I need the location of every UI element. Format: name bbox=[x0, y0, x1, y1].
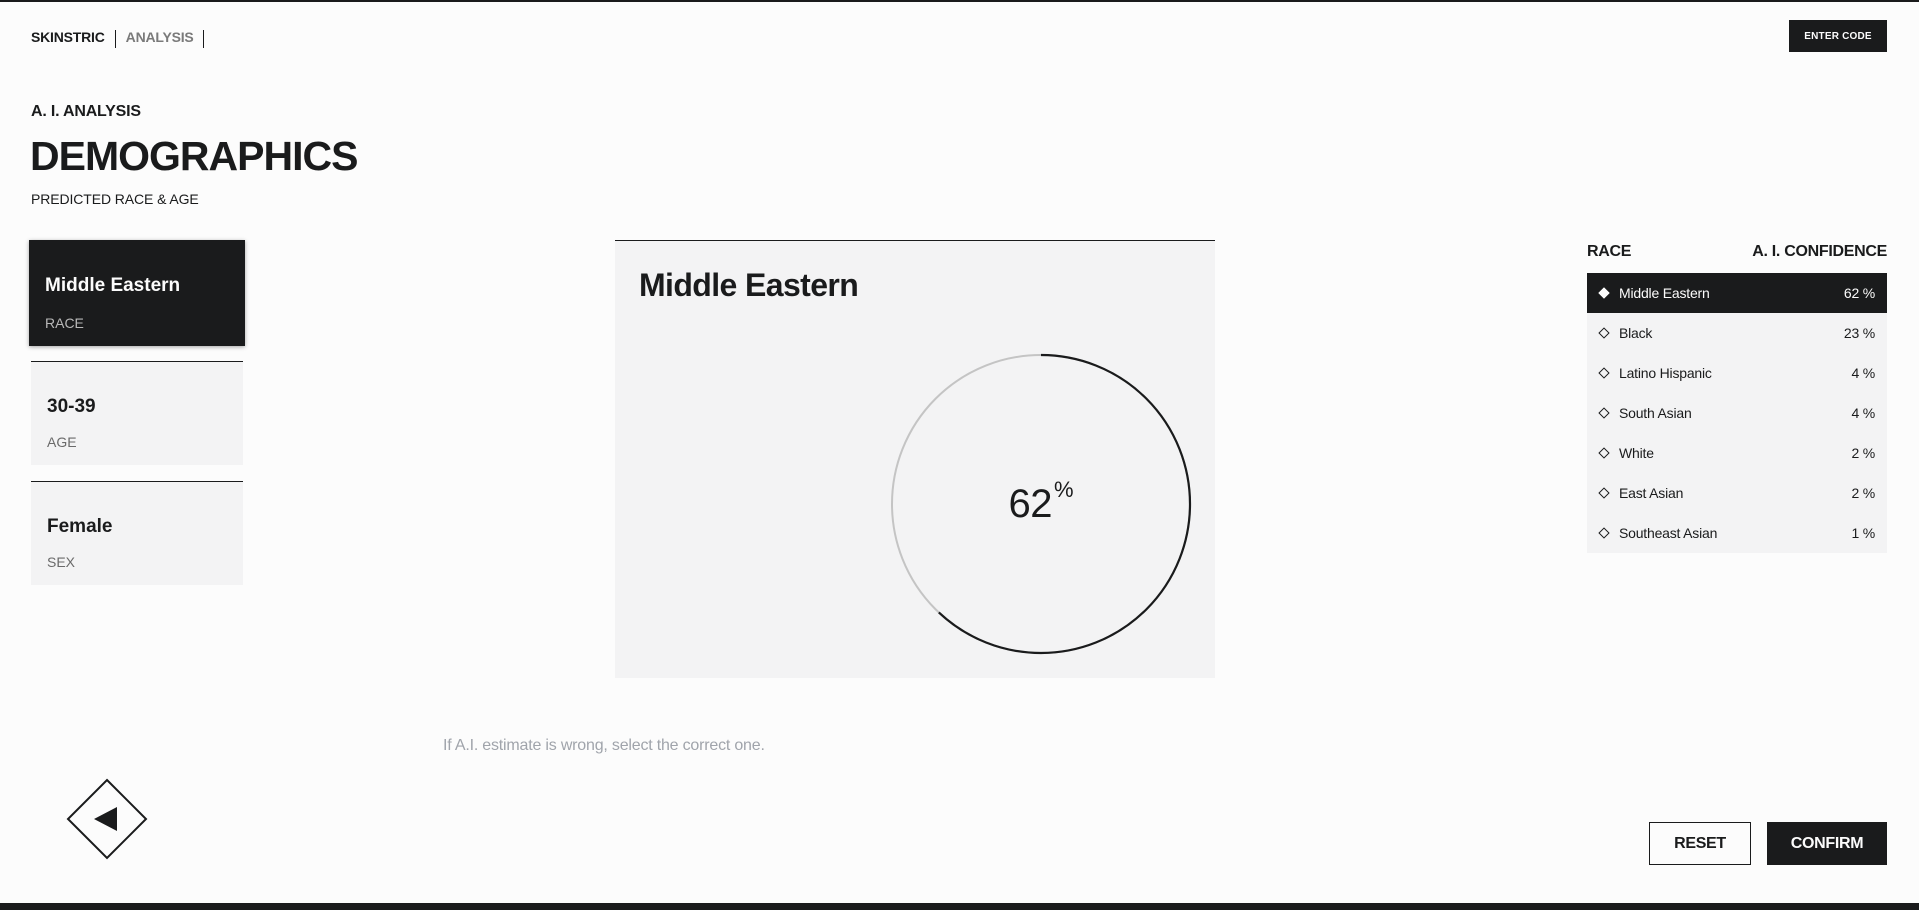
bracket-left bbox=[114, 30, 119, 48]
brand-name[interactable]: SKINSTRIC bbox=[31, 29, 105, 45]
race-option-south-asian[interactable]: South Asian 4 % bbox=[1587, 393, 1887, 433]
race-list-header-right: A. I. CONFIDENCE bbox=[1752, 243, 1887, 260]
category-card-race[interactable]: Middle Eastern RACE bbox=[29, 240, 245, 346]
diamond-icon bbox=[1598, 447, 1610, 459]
race-option-confidence: 4 % bbox=[1851, 405, 1875, 421]
brand: SKINSTRIC ANALYSIS bbox=[31, 28, 204, 48]
race-list: Middle Eastern 62 % Black 23 % Latino Hi… bbox=[1587, 273, 1887, 553]
race-option-white[interactable]: White 2 % bbox=[1587, 433, 1887, 473]
category-value: 30-39 bbox=[47, 396, 96, 417]
race-option-name: Southeast Asian bbox=[1619, 525, 1718, 541]
confidence-number: 62 bbox=[1008, 481, 1052, 526]
page-subtitle: PREDICTED RACE & AGE bbox=[31, 191, 199, 207]
race-list-header: RACE A. I. CONFIDENCE bbox=[1587, 243, 1887, 263]
race-option-name: South Asian bbox=[1619, 405, 1692, 421]
confidence-ring-arc bbox=[890, 353, 1192, 655]
diamond-icon bbox=[1598, 287, 1610, 299]
diamond-icon bbox=[1598, 327, 1610, 339]
race-option-name: Black bbox=[1619, 325, 1653, 341]
race-option-confidence: 62 % bbox=[1843, 285, 1875, 301]
confidence-percent-sign: % bbox=[1053, 477, 1074, 502]
diamond-icon bbox=[1598, 487, 1610, 499]
diamond-icon bbox=[1598, 407, 1610, 419]
back-arrow-icon bbox=[94, 807, 117, 831]
bottom-bar bbox=[0, 903, 1919, 910]
category-value: Female bbox=[47, 516, 113, 537]
enter-code-button[interactable]: ENTER CODE bbox=[1789, 20, 1887, 52]
race-option-east-asian[interactable]: East Asian 2 % bbox=[1587, 473, 1887, 513]
category-label: RACE bbox=[45, 315, 84, 331]
confirm-button[interactable]: CONFIRM bbox=[1767, 822, 1887, 865]
category-value: Middle Eastern bbox=[45, 275, 181, 296]
race-option-confidence: 2 % bbox=[1851, 445, 1875, 461]
panel-title: Middle Eastern bbox=[639, 267, 859, 303]
race-option-confidence: 1 % bbox=[1851, 525, 1875, 541]
page-kicker: A. I. ANALYSIS bbox=[31, 103, 141, 120]
race-list-header-left: RACE bbox=[1587, 243, 1632, 260]
diamond-icon bbox=[1598, 527, 1610, 539]
category-label: SEX bbox=[47, 554, 76, 570]
diamond-icon bbox=[1598, 367, 1610, 379]
section-name: ANALYSIS bbox=[125, 29, 194, 45]
category-card-age[interactable]: 30-39 AGE bbox=[31, 361, 243, 465]
correction-hint: If A.I. estimate is wrong, select the co… bbox=[443, 737, 765, 754]
prediction-panel: Middle Eastern 62 % bbox=[615, 240, 1215, 678]
race-option-name: East Asian bbox=[1619, 485, 1684, 501]
race-option-black[interactable]: Black 23 % bbox=[1587, 313, 1887, 353]
race-option-middle-eastern[interactable]: Middle Eastern 62 % bbox=[1587, 273, 1887, 313]
race-option-name: Latino Hispanic bbox=[1619, 365, 1712, 381]
page-title: DEMOGRAPHICS bbox=[30, 133, 358, 179]
race-option-name: White bbox=[1619, 445, 1654, 461]
back-button-frame bbox=[66, 778, 148, 860]
race-option-confidence: 2 % bbox=[1851, 485, 1875, 501]
race-option-name: Middle Eastern bbox=[1619, 285, 1710, 301]
category-label: AGE bbox=[47, 434, 77, 450]
category-card-sex[interactable]: Female SEX bbox=[31, 481, 243, 585]
confidence-value: 62 % bbox=[890, 353, 1192, 655]
bracket-right bbox=[200, 30, 204, 48]
confidence-ring bbox=[890, 353, 1192, 655]
race-option-southeast-asian[interactable]: Southeast Asian 1 % bbox=[1587, 513, 1887, 553]
race-option-confidence: 23 % bbox=[1843, 325, 1875, 341]
race-option-latino-hispanic[interactable]: Latino Hispanic 4 % bbox=[1587, 353, 1887, 393]
race-option-confidence: 4 % bbox=[1851, 365, 1875, 381]
reset-button[interactable]: RESET bbox=[1649, 822, 1751, 865]
back-button[interactable] bbox=[66, 778, 148, 860]
